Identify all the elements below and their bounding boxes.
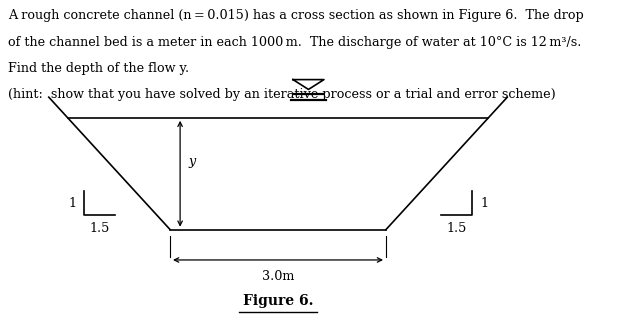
Text: 1.5: 1.5 [89, 222, 110, 234]
Text: Figure 6.: Figure 6. [243, 294, 313, 308]
Text: (hint:  show that you have solved by an iterative process or a trial and error s: (hint: show that you have solved by an i… [8, 88, 556, 101]
Text: 3.0m: 3.0m [262, 270, 294, 282]
Text: of the channel bed is a meter in each 1000 m.  The discharge of water at 10°C is: of the channel bed is a meter in each 10… [8, 35, 581, 49]
Text: y: y [189, 155, 196, 167]
Text: 1: 1 [481, 197, 489, 210]
Text: 1: 1 [68, 197, 76, 210]
Text: Find the depth of the flow y.: Find the depth of the flow y. [8, 62, 189, 75]
Text: 1.5: 1.5 [446, 222, 467, 234]
Text: A rough concrete channel (n = 0.015) has a cross section as shown in Figure 6.  : A rough concrete channel (n = 0.015) has… [8, 9, 584, 22]
